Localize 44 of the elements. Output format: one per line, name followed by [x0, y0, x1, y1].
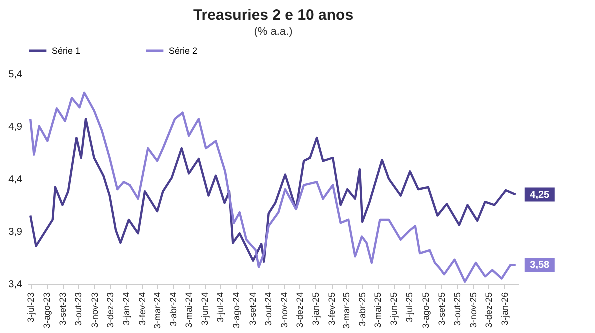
x-tick-label: 3-out-24	[263, 292, 274, 326]
x-tick-label: 3-dez-24	[294, 292, 305, 328]
x-tick-label: 3-ago-23	[42, 292, 52, 329]
x-tick-label: 3-jan-25	[310, 292, 321, 326]
legend-label: Série 1	[52, 46, 81, 56]
x-tick-label: 3-mar-24	[152, 292, 162, 330]
x-tick-label: 3-fev-24	[137, 292, 148, 326]
legend-label: Série 2	[169, 46, 198, 56]
x-tick-label: 3-mar-25	[342, 292, 352, 330]
y-tick-label: 4,9	[8, 122, 23, 133]
y-tick-label: 5,4	[8, 70, 23, 80]
x-tick-label: 3-mai-24	[184, 292, 194, 328]
annotation: 3,58	[530, 260, 550, 272]
x-tick-label: 3-jun-24	[200, 292, 210, 326]
x-tick-label: 3-jul-25	[404, 292, 415, 323]
line-series	[29, 118, 517, 264]
x-tick-label: 3-jul-23	[26, 292, 36, 323]
x-tick-label: 3-set-24	[248, 292, 258, 326]
y-tick-label: 4,4	[8, 174, 23, 186]
x-tick-label: 3-jun-25	[389, 292, 400, 326]
x-tick-label: 3-abr-25	[358, 292, 368, 327]
x-tick-label: 3-jan-24	[121, 292, 132, 326]
x-tick-label: 3-fev-25	[327, 292, 338, 326]
x-tick-label: 3-jul-24	[216, 292, 226, 323]
x-tick-label: 3-set-23	[58, 292, 68, 326]
x-tick-label: 3-out-25	[452, 292, 462, 326]
x-tick-label: 3-abr-24	[168, 292, 179, 327]
x-tick-label: 3-dez-25	[484, 292, 494, 328]
x-tick-label: 3-set-25	[436, 292, 447, 326]
x-tick-label: 3-ago-24	[232, 292, 242, 329]
x-tick-label: 3-mai-25	[373, 292, 384, 328]
chart-subtitle: (% a.a.)	[254, 26, 293, 38]
annotation: 4,25	[530, 190, 550, 201]
y-tick-label: 3,9	[8, 227, 23, 238]
y-tick-label: 3,4	[8, 280, 23, 290]
line-series	[29, 92, 517, 283]
x-tick-label: 3-dez-23	[105, 292, 116, 328]
x-tick-label: 3-ago-25	[420, 292, 431, 329]
chart-title: Treasuries 2 e 10 anos	[193, 7, 354, 24]
x-tick-label: 3-out-23	[74, 292, 84, 326]
x-tick-label: 3-nov-25	[468, 292, 478, 328]
x-tick-label: 3-jan-26	[500, 292, 510, 326]
x-tick-label: 3-nov-24	[279, 292, 290, 328]
x-tick-label: 3-nov-23	[90, 292, 100, 328]
